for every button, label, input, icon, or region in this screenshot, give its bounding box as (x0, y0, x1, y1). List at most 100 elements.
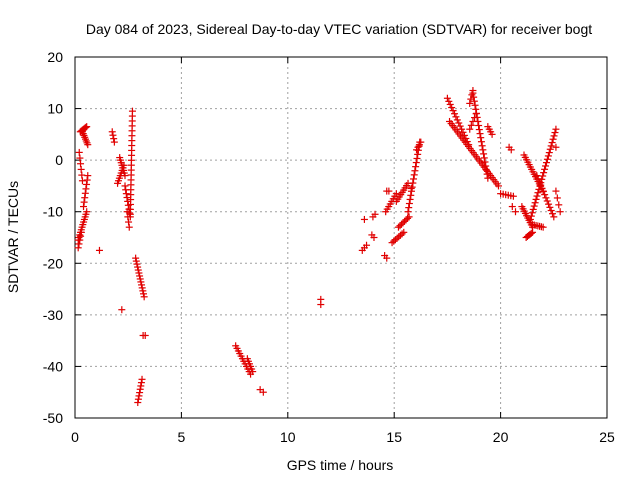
data-point (552, 125, 560, 133)
data-point (360, 215, 368, 223)
data-point (452, 113, 460, 121)
x-axis-label: GPS time / hours (287, 457, 394, 473)
data-point (546, 203, 554, 211)
data-point (542, 159, 550, 167)
data-point (475, 126, 483, 134)
data-point (396, 231, 404, 239)
data-point (110, 138, 118, 146)
data-point (528, 209, 536, 217)
data-point (470, 93, 478, 101)
data-point (533, 172, 541, 180)
data-point (412, 159, 420, 167)
data-point (83, 208, 91, 216)
data-point (533, 192, 541, 200)
data-point (123, 194, 131, 202)
data-point (546, 145, 554, 153)
data-point (472, 109, 480, 117)
data-point (134, 266, 142, 274)
data-point (80, 203, 88, 211)
data-point (472, 105, 480, 113)
data-point (84, 141, 92, 149)
y-tick-label: -20 (43, 255, 63, 271)
data-point (466, 125, 474, 133)
data-point (83, 123, 91, 131)
data-point (141, 331, 149, 339)
data-point (535, 185, 543, 193)
data-point (132, 257, 140, 265)
x-tick-labels: 0 5 10 15 20 25 (71, 429, 615, 445)
data-point (399, 219, 407, 227)
grid-lines (75, 57, 607, 418)
data-point (108, 128, 116, 136)
data-point (542, 162, 550, 170)
data-point (138, 375, 146, 383)
data-point (390, 237, 398, 245)
data-point (547, 207, 555, 215)
data-point (125, 218, 133, 226)
data-point (545, 200, 553, 208)
data-point (448, 104, 456, 112)
data-point (398, 230, 406, 238)
data-point (551, 129, 559, 137)
x-tick-label: 5 (178, 429, 186, 445)
x-tick-label: 15 (386, 429, 402, 445)
data-point (552, 187, 560, 195)
data-point (469, 89, 477, 97)
data-point (128, 107, 136, 115)
data-point (455, 119, 463, 127)
data-point (118, 306, 126, 314)
data-points (74, 87, 564, 407)
data-point (133, 260, 141, 268)
data-point (407, 185, 415, 193)
data-point (479, 146, 487, 154)
data-point (552, 143, 560, 151)
data-point (406, 195, 414, 203)
data-point (83, 180, 91, 188)
y-tick-label: -50 (43, 410, 63, 426)
data-point (75, 148, 83, 156)
plot-frame (74, 56, 608, 419)
data-point (532, 195, 540, 203)
chart-title: Day 084 of 2023, Sidereal Day-to-day VTE… (86, 21, 592, 37)
data-point (556, 208, 564, 216)
data-point (477, 134, 485, 142)
data-point (122, 190, 130, 198)
data-point (77, 228, 85, 236)
data-point (139, 287, 147, 295)
data-point (413, 154, 421, 162)
data-point (412, 163, 420, 171)
data-point (545, 149, 553, 157)
data-point (394, 223, 402, 231)
data-point (543, 155, 551, 163)
data-point (83, 176, 91, 184)
data-point (77, 160, 85, 168)
data-point (529, 205, 537, 213)
data-point (408, 183, 416, 191)
data-point (477, 138, 485, 146)
data-point (76, 236, 84, 244)
data-point (534, 175, 542, 183)
data-point (549, 135, 557, 143)
data-point (470, 97, 478, 105)
data-point (466, 99, 474, 107)
data-point (550, 213, 558, 221)
data-point (547, 142, 555, 150)
data-point (404, 214, 412, 222)
data-point (138, 281, 146, 289)
data-point (400, 228, 408, 236)
data-point (135, 269, 143, 277)
data-point (76, 154, 84, 162)
data-point (405, 200, 413, 208)
data-point (395, 233, 403, 241)
data-point (371, 210, 379, 218)
data-point (507, 146, 515, 154)
data-point (555, 201, 563, 209)
data-point (405, 213, 413, 221)
x-tick-label: 25 (599, 429, 615, 445)
data-point (534, 189, 542, 197)
data-point (474, 117, 482, 125)
data-point (81, 194, 89, 202)
data-point (77, 232, 85, 240)
data-point (410, 175, 418, 183)
